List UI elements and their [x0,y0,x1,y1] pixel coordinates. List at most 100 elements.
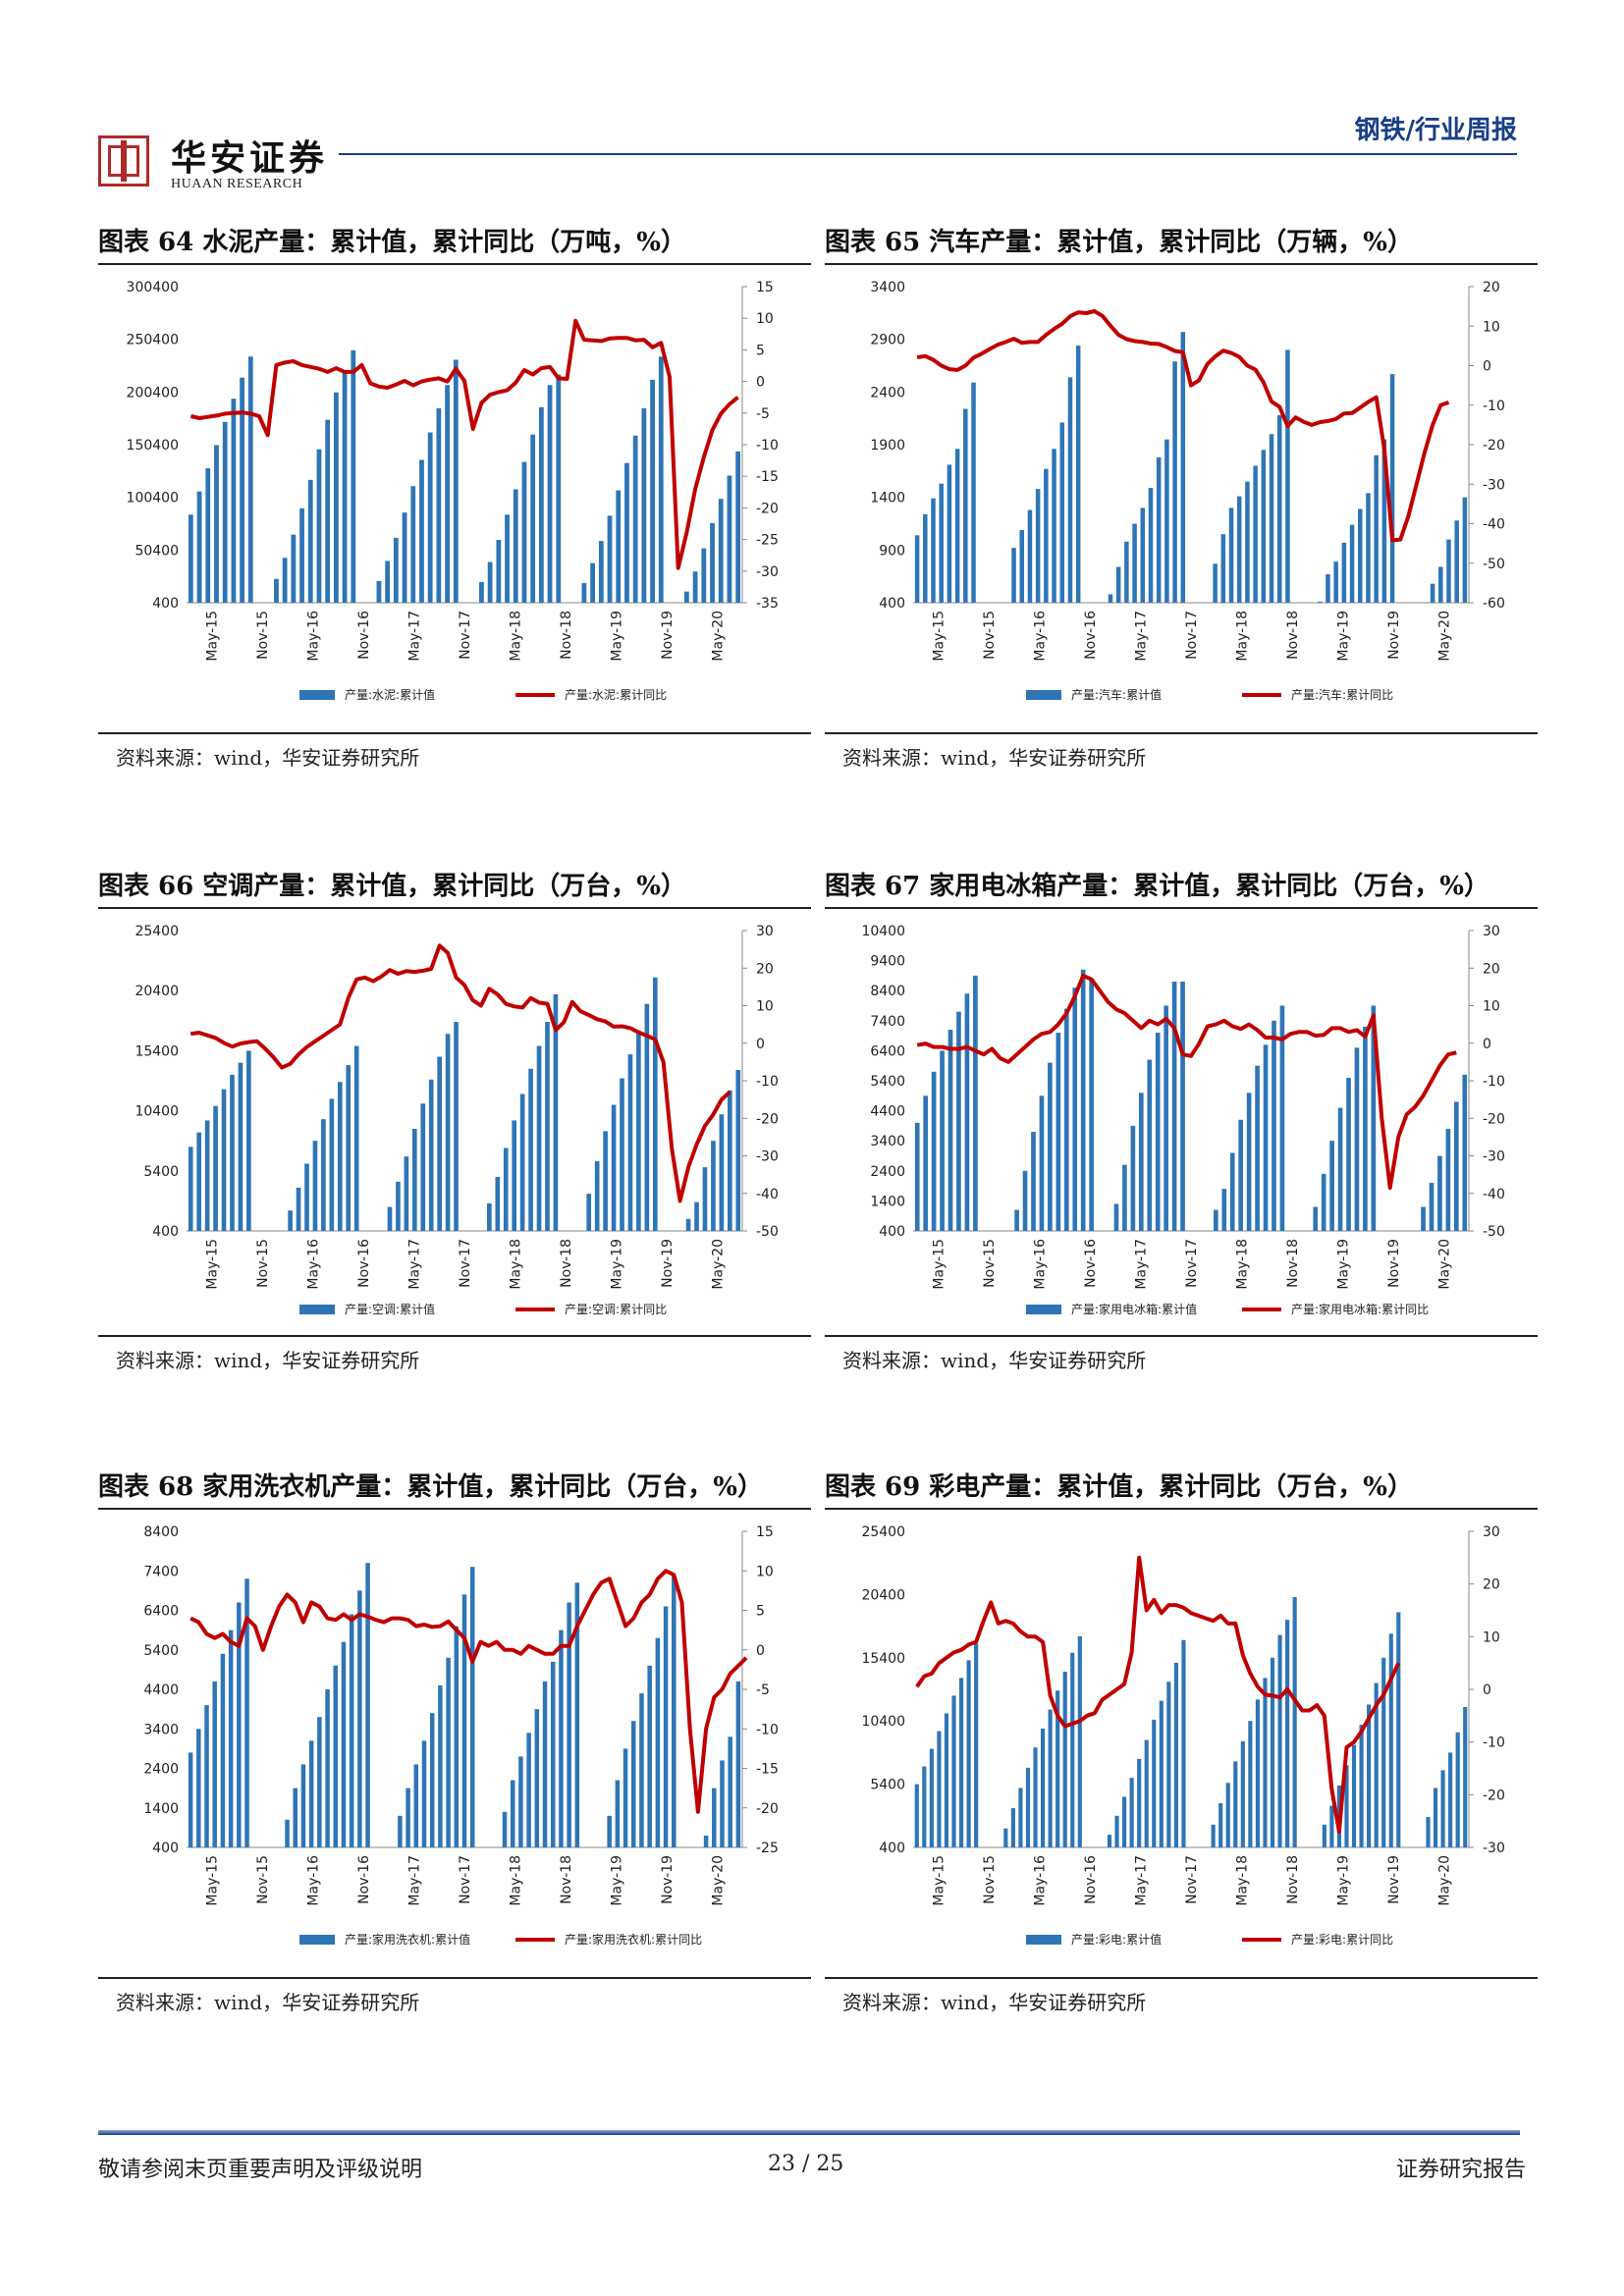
source-rule [98,732,811,734]
footer-report-type: 证券研究报告 [1395,2158,1526,2182]
y-right-tick-label: 0 [1483,359,1491,375]
bar [944,1713,949,1847]
chart-69-svg: 400 5400 10400 15400 20400 25400 30 20 10 0 -10 -20… [861,1524,1505,1947]
bar [1440,1770,1445,1847]
bar [1455,1732,1460,1847]
y-left-tick-label: 5400 [143,1164,179,1180]
bar [274,578,279,603]
title-rule [98,907,811,909]
bar [947,1029,953,1231]
bar [205,468,211,603]
bar [1270,1657,1275,1847]
bar [567,1602,571,1847]
y-right-tick-label: -10 [756,1722,779,1737]
x-tick-label: May-19 [1335,1855,1351,1906]
bar [312,1141,318,1231]
bar [598,541,604,603]
chart-title: 图表 67 家用电冰箱产量：累计值，累计同比（万台，%） [825,872,1489,901]
report-header: 华安证券 HUAAN RESEARCH 钢铁/行业周报 [98,116,1517,204]
x-tick-label: May-19 [609,1239,624,1290]
bar [1022,1170,1028,1231]
bar [1349,524,1355,603]
bar [230,1074,235,1231]
bar [1358,508,1363,603]
chart-source: 资料来源：wind，华安证券研究所 [842,746,1147,770]
bar [413,1764,419,1847]
yoy-line [189,943,731,1203]
bar [692,571,698,603]
bar [1396,1612,1401,1847]
bar [586,1194,592,1231]
bar [220,1653,226,1847]
y-right-tick-label: -30 [756,1149,779,1165]
bar [623,1748,628,1847]
y-left-tick-label: 5400 [143,1643,179,1659]
bar [931,1071,937,1231]
source-rule [825,1335,1538,1337]
bar [1454,520,1459,603]
bar [393,537,399,603]
bar [1147,1059,1153,1231]
bar [285,1819,290,1847]
bar [428,1079,434,1231]
bar [1180,982,1185,1231]
bar [288,1210,293,1231]
bar [487,1202,492,1231]
y-left-tick-label: 1400 [870,1194,905,1209]
x-tick-label: May-17 [407,1239,423,1290]
y-left-tick-label: 1400 [870,491,905,507]
y-right-tick-label: 30 [1483,924,1500,939]
bar [222,421,228,603]
y-right-tick-label: 10 [1483,1629,1500,1645]
bar [553,993,559,1231]
bar [914,1122,920,1231]
legend-bar-swatch [299,1305,335,1314]
y-left-tick-label: 3400 [143,1722,179,1737]
bar [1381,1657,1386,1847]
x-tick-label: May-16 [306,611,322,662]
footer-disclaimer: 敬请参阅末页重要声明及评级说明 [98,2158,423,2182]
chart-title: 图表 65 汽车产量：累计值，累计同比（万辆，%） [825,228,1413,257]
bar [1052,449,1056,603]
bar [728,1736,732,1847]
bar [1070,1652,1075,1847]
bar [204,1705,209,1847]
bar [213,1105,218,1231]
bar [931,498,936,603]
legend-bar-label: 产量:汽车:累计值 [1071,687,1162,702]
bar [658,356,664,603]
y-left-tick-label: 25400 [135,924,179,939]
bar [1359,1725,1364,1847]
chart-source: 资料来源：wind，华安证券研究所 [116,746,420,770]
legend-bar-label: 产量:家用洗衣机:累计值 [345,1932,470,1947]
bar [1313,1206,1319,1231]
bar [684,591,689,603]
bar [590,562,596,603]
bar [1255,1699,1260,1847]
bar [308,1740,314,1847]
x-tick-label: Nov-16 [1083,1855,1099,1904]
bar [1130,1125,1136,1231]
bar [914,535,920,603]
title-rule [825,907,1538,909]
bar [461,1594,467,1847]
bar [1155,1033,1161,1231]
bar [1430,583,1435,603]
x-tick-label: Nov-17 [1184,1239,1200,1288]
bar [307,479,313,603]
y-right-tick-label: 0 [756,375,765,391]
bar [1115,566,1121,603]
y-left-tick-label: 9400 [870,954,905,970]
bar [1014,1209,1019,1231]
bar [711,1141,716,1231]
source-rule [98,1977,811,1979]
source-rule [825,1977,1538,1979]
y-right-tick-label: -20 [1483,1788,1505,1803]
bar [304,1163,309,1231]
bar [1148,488,1154,603]
y-left-tick-label: 20400 [861,1587,905,1603]
bar [1171,982,1177,1231]
bar [469,1567,475,1847]
y-left-tick-label: 15400 [135,1043,179,1059]
bar [1089,978,1094,1231]
